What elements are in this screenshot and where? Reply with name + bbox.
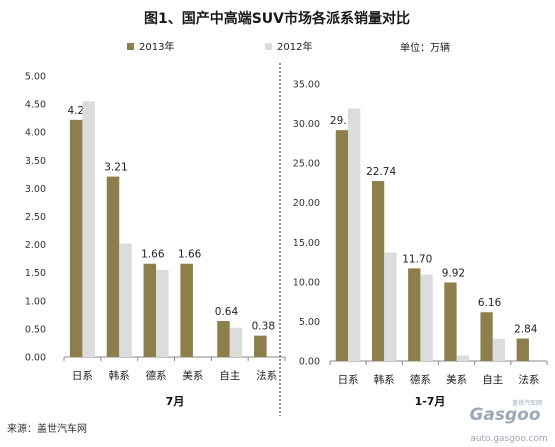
category-label: 美系 bbox=[446, 373, 467, 386]
category-label: 美系 bbox=[182, 369, 203, 382]
category-label: 德系 bbox=[410, 373, 431, 386]
y-tick-label: 10.00 bbox=[293, 277, 320, 288]
y-tick-label: 2.50 bbox=[25, 212, 46, 223]
y-tick-label: 0.50 bbox=[25, 324, 46, 335]
bar-2012-july bbox=[82, 101, 95, 357]
bar-2013-jan-jul bbox=[444, 282, 457, 361]
category-label: 日系 bbox=[338, 374, 359, 386]
bar-2013-july bbox=[217, 321, 230, 357]
category-label: 自主 bbox=[482, 373, 503, 386]
y-tick-label: 15.00 bbox=[293, 238, 320, 249]
data-label: 22.74 bbox=[366, 166, 396, 178]
bar-2013-july bbox=[254, 335, 267, 357]
bar-2013-july bbox=[106, 176, 120, 357]
data-label: 1.66 bbox=[178, 249, 202, 261]
legend-swatch-2012 bbox=[265, 43, 272, 50]
category-label: 日系 bbox=[72, 370, 93, 382]
y-tick-label: 2.00 bbox=[25, 240, 46, 251]
bar-2012-jan-jul bbox=[384, 252, 397, 361]
legend-label-2013: 2013年 bbox=[139, 40, 174, 53]
data-label: 6.16 bbox=[478, 297, 502, 309]
y-tick-label: 35.00 bbox=[293, 80, 320, 91]
legend-label-2012: 2012年 bbox=[277, 40, 312, 53]
data-label: 0.64 bbox=[215, 306, 239, 318]
y-tick-label: 1.00 bbox=[25, 296, 46, 307]
data-label: 3.21 bbox=[104, 162, 127, 174]
category-label: 韩系 bbox=[374, 373, 395, 386]
category-label: 法系 bbox=[256, 369, 277, 382]
category-label: 自主 bbox=[219, 369, 240, 382]
y-tick-label: 1.50 bbox=[25, 268, 46, 279]
data-label: 11.70 bbox=[402, 253, 432, 265]
y-tick-label: 5.00 bbox=[299, 317, 320, 328]
chart-panel-july: 5.00 4.50 4.00 3.50 3.00 2.50 2.00 1.50 1.00 0.50… bbox=[25, 72, 286, 408]
bar-2012-july bbox=[229, 327, 243, 357]
data-label: 1.66 bbox=[141, 249, 165, 261]
bar-2013-july bbox=[143, 263, 157, 357]
data-label: 0.38 bbox=[252, 321, 275, 333]
data-label: 9.92 bbox=[442, 267, 465, 279]
bar-2012-july bbox=[119, 243, 132, 357]
category-label: 韩系 bbox=[109, 369, 130, 382]
legend-swatch-2013 bbox=[127, 43, 134, 50]
watermark-brand: Gasgoo bbox=[469, 405, 540, 425]
y-tick-label: 0.00 bbox=[25, 353, 46, 364]
category-label: 德系 bbox=[146, 369, 167, 382]
bar-2012-jan-jul bbox=[348, 108, 361, 361]
y-tick-label: 30.00 bbox=[293, 119, 320, 130]
y-tick-label: 5.00 bbox=[25, 72, 46, 83]
category-label: 法系 bbox=[518, 373, 539, 386]
bar-2012-jan-jul bbox=[420, 274, 433, 361]
y-tick-label: 0.00 bbox=[299, 357, 320, 368]
watermark-cn: 盖世汽车网 bbox=[512, 399, 542, 407]
x-axis-title: 7月 bbox=[166, 395, 185, 408]
bar-2012-jan-jul bbox=[456, 355, 469, 361]
y-tick-label: 4.50 bbox=[25, 100, 46, 111]
data-label: 2.84 bbox=[514, 324, 538, 336]
chart-title: 图1、国产中高端SUV市场各派系销量对比 bbox=[144, 10, 410, 27]
unit-label: 单位：万辆 bbox=[400, 41, 450, 54]
bar-2012-jan-jul bbox=[492, 338, 506, 361]
bar-2013-jan-jul bbox=[480, 312, 493, 361]
y-tick-label: 4.00 bbox=[25, 128, 46, 139]
watermark-logo: Gasgoo 盖世汽车网 auto.gasgoo.com bbox=[469, 399, 547, 444]
watermark-url: auto.gasgoo.com bbox=[470, 434, 548, 444]
bar-2013-jan-jul bbox=[335, 130, 349, 361]
y-tick-label: 25.00 bbox=[293, 159, 320, 170]
y-tick-label: 20.00 bbox=[293, 198, 320, 209]
bar-2012-july bbox=[156, 269, 169, 357]
bar-2013-jan-jul bbox=[371, 181, 385, 361]
source-note: 来源：盖世汽车网 bbox=[7, 422, 87, 435]
bar-2013-jan-jul bbox=[516, 338, 529, 361]
chart-panel-jan-jul: 35.0030.0025.0020.0015.0010.005.000.0029… bbox=[293, 80, 548, 408]
y-tick-label: 3.50 bbox=[25, 156, 46, 167]
bar-2013-july bbox=[180, 263, 193, 357]
bar-2013-jan-jul bbox=[408, 268, 421, 361]
legend: 2013年 2012年 bbox=[127, 40, 312, 53]
x-axis-title: 1-7月 bbox=[415, 395, 446, 408]
y-tick-label: 3.00 bbox=[25, 184, 46, 195]
bar-2013-july bbox=[69, 119, 83, 357]
